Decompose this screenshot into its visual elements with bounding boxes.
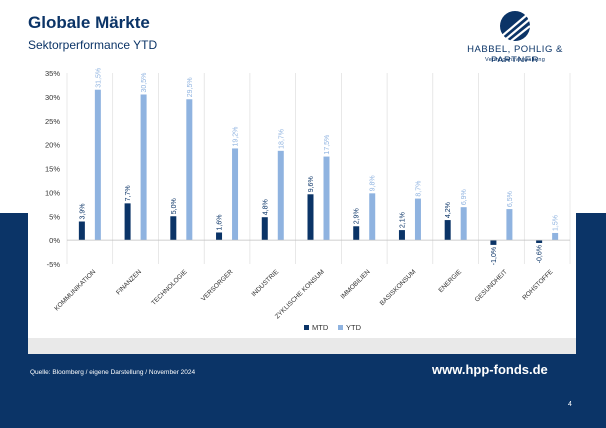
x-category-label: INDUSTRIE <box>250 268 280 298</box>
page-title: Globale Märkte <box>28 13 150 32</box>
ytd-bar <box>277 150 284 241</box>
mtd-data-label: -1,0% <box>491 247 498 265</box>
mtd-data-label: 9,6% <box>308 176 315 192</box>
mtd-bar <box>261 217 268 241</box>
y-tick-label: 25% <box>45 117 60 126</box>
page-number: 4 <box>568 401 572 408</box>
x-category-label: ROHSTOFFE <box>521 268 555 302</box>
chart-area <box>28 62 576 352</box>
x-category-label: ENERGIE <box>437 268 463 294</box>
ytd-data-label: 8,7% <box>415 181 422 197</box>
mtd-bar <box>124 203 131 241</box>
ytd-bar <box>369 193 376 241</box>
mtd-bar <box>444 220 451 241</box>
ytd-data-label: 6,9% <box>461 189 468 205</box>
ytd-bar <box>506 209 513 241</box>
page-subtitle: Sektorperformance YTD <box>28 38 158 52</box>
logo-name: HABBEL, POHLIG & PARTNER <box>467 44 563 66</box>
mtd-bar <box>490 240 497 245</box>
ytd-bar <box>186 99 193 241</box>
y-tick-label: 5% <box>49 212 60 221</box>
mtd-bar <box>307 194 314 241</box>
source-note: Quelle: Bloomberg / eigene Darstellung /… <box>30 369 196 376</box>
y-tick-label: 35% <box>45 69 60 78</box>
y-tick-label: 0% <box>49 236 60 245</box>
logo-tagline: Vermögensverwaltung <box>484 57 546 63</box>
legend-swatch <box>304 325 309 330</box>
ytd-bar <box>140 94 147 241</box>
x-category-label: KOMMUNIKATION <box>53 268 97 312</box>
mtd-data-label: 3,9% <box>79 204 86 220</box>
chart-footer-strip <box>28 338 576 354</box>
ytd-data-label: 1,5% <box>553 215 560 231</box>
mtd-bar <box>170 216 177 241</box>
mtd-bar <box>78 221 85 241</box>
ytd-bar <box>94 89 101 241</box>
ytd-data-label: 31,5% <box>95 68 102 88</box>
ytd-data-label: 6,5% <box>507 191 514 207</box>
ytd-data-label: 9,8% <box>370 175 377 191</box>
legend-label: YTD <box>346 323 362 332</box>
x-category-label: VERSORGER <box>200 268 235 303</box>
mtd-bar <box>216 232 223 241</box>
y-tick-label: 15% <box>45 165 60 174</box>
mtd-data-label: 1,6% <box>217 215 224 231</box>
ytd-bar <box>323 156 330 241</box>
ytd-data-label: 19,2% <box>233 127 240 147</box>
y-tick-label: 30% <box>45 93 60 102</box>
x-category-label: BASISKONSUM <box>379 268 418 307</box>
legend-swatch <box>338 325 343 330</box>
x-category-label: GESUNDHEIT <box>474 268 509 303</box>
mtd-bar <box>353 226 360 241</box>
mtd-data-label: 2,1% <box>399 212 406 228</box>
ytd-bar <box>414 198 421 241</box>
ytd-data-label: 29,5% <box>187 77 194 97</box>
ytd-bar <box>232 148 239 241</box>
ytd-data-label: 18,7% <box>278 129 285 149</box>
mtd-data-label: -0,6% <box>537 245 544 263</box>
mtd-bar <box>398 230 405 241</box>
legend-label: MTD <box>312 323 329 332</box>
mtd-data-label: 5,0% <box>171 198 178 214</box>
y-tick-label: -5% <box>47 260 61 269</box>
website-link[interactable]: www.hpp-fonds.de <box>432 362 548 377</box>
ytd-data-label: 17,5% <box>324 135 331 155</box>
mtd-data-label: 2,9% <box>354 208 361 224</box>
x-category-label: TECHNOLOGIE <box>150 268 189 307</box>
x-category-label: IMMOBILIEN <box>340 268 372 300</box>
y-tick-label: 10% <box>45 188 60 197</box>
y-tick-label: 20% <box>45 141 60 150</box>
mtd-data-label: 7,7% <box>125 185 132 201</box>
mtd-data-label: 4,2% <box>445 202 452 218</box>
ytd-bar <box>552 232 559 241</box>
mtd-data-label: 4,8% <box>262 199 269 215</box>
x-category-label: FINANZEN <box>115 268 143 296</box>
ytd-data-label: 30,5% <box>141 73 148 93</box>
mtd-bar <box>536 240 543 243</box>
x-category-label: ZYKLISCHE KONSUM <box>274 268 326 320</box>
ytd-bar <box>460 207 467 241</box>
hpp-logo-icon <box>500 11 531 42</box>
